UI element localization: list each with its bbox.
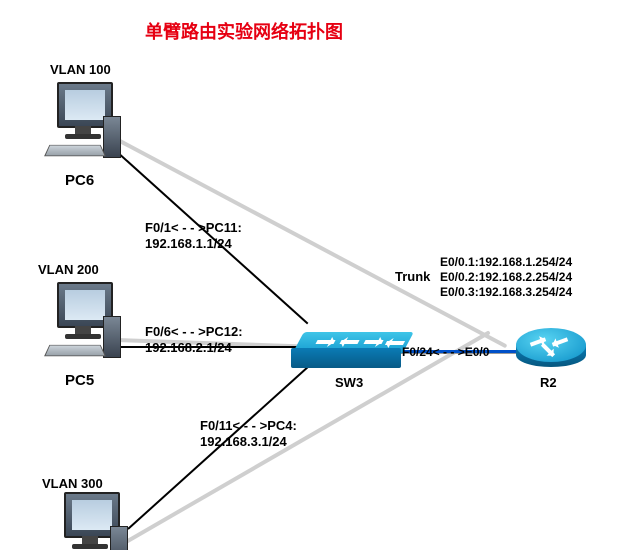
device-label: PC6 bbox=[65, 172, 94, 191]
vlan-label: VLAN 100 bbox=[50, 62, 111, 78]
port-label: F0/11< - - >PC4: 192.168.3.1/24 bbox=[200, 418, 297, 451]
trunk-label: Trunk bbox=[395, 269, 430, 285]
port-label: F0/1< - - >PC11: 192.168.1.1/24 bbox=[145, 220, 242, 253]
device-label: SW3 bbox=[335, 375, 363, 391]
subif-label: E0/0.1:192.168.1.254/24 E0/0.2:192.168.2… bbox=[440, 255, 572, 300]
router-icon bbox=[516, 328, 586, 378]
pc-icon bbox=[52, 492, 130, 550]
switch-icon bbox=[298, 332, 408, 372]
pc-icon bbox=[45, 82, 123, 162]
port-label: F0/6< - - >PC12: 192.168.2.1/24 bbox=[145, 324, 243, 357]
port-label: F0/24< - - >E0/0 bbox=[402, 345, 489, 360]
device-label: R2 bbox=[540, 375, 557, 391]
vlan-label: VLAN 200 bbox=[38, 262, 99, 278]
diagram-title: 单臂路由实验网络拓扑图 bbox=[145, 18, 343, 44]
topology-diagram: 单臂路由实验网络拓扑图 VLAN 100 PC6 VLAN 200 PC5 VL… bbox=[0, 0, 624, 550]
vlan-label: VLAN 300 bbox=[42, 476, 103, 492]
device-label: PC5 bbox=[65, 372, 94, 391]
pc-icon bbox=[45, 282, 123, 362]
